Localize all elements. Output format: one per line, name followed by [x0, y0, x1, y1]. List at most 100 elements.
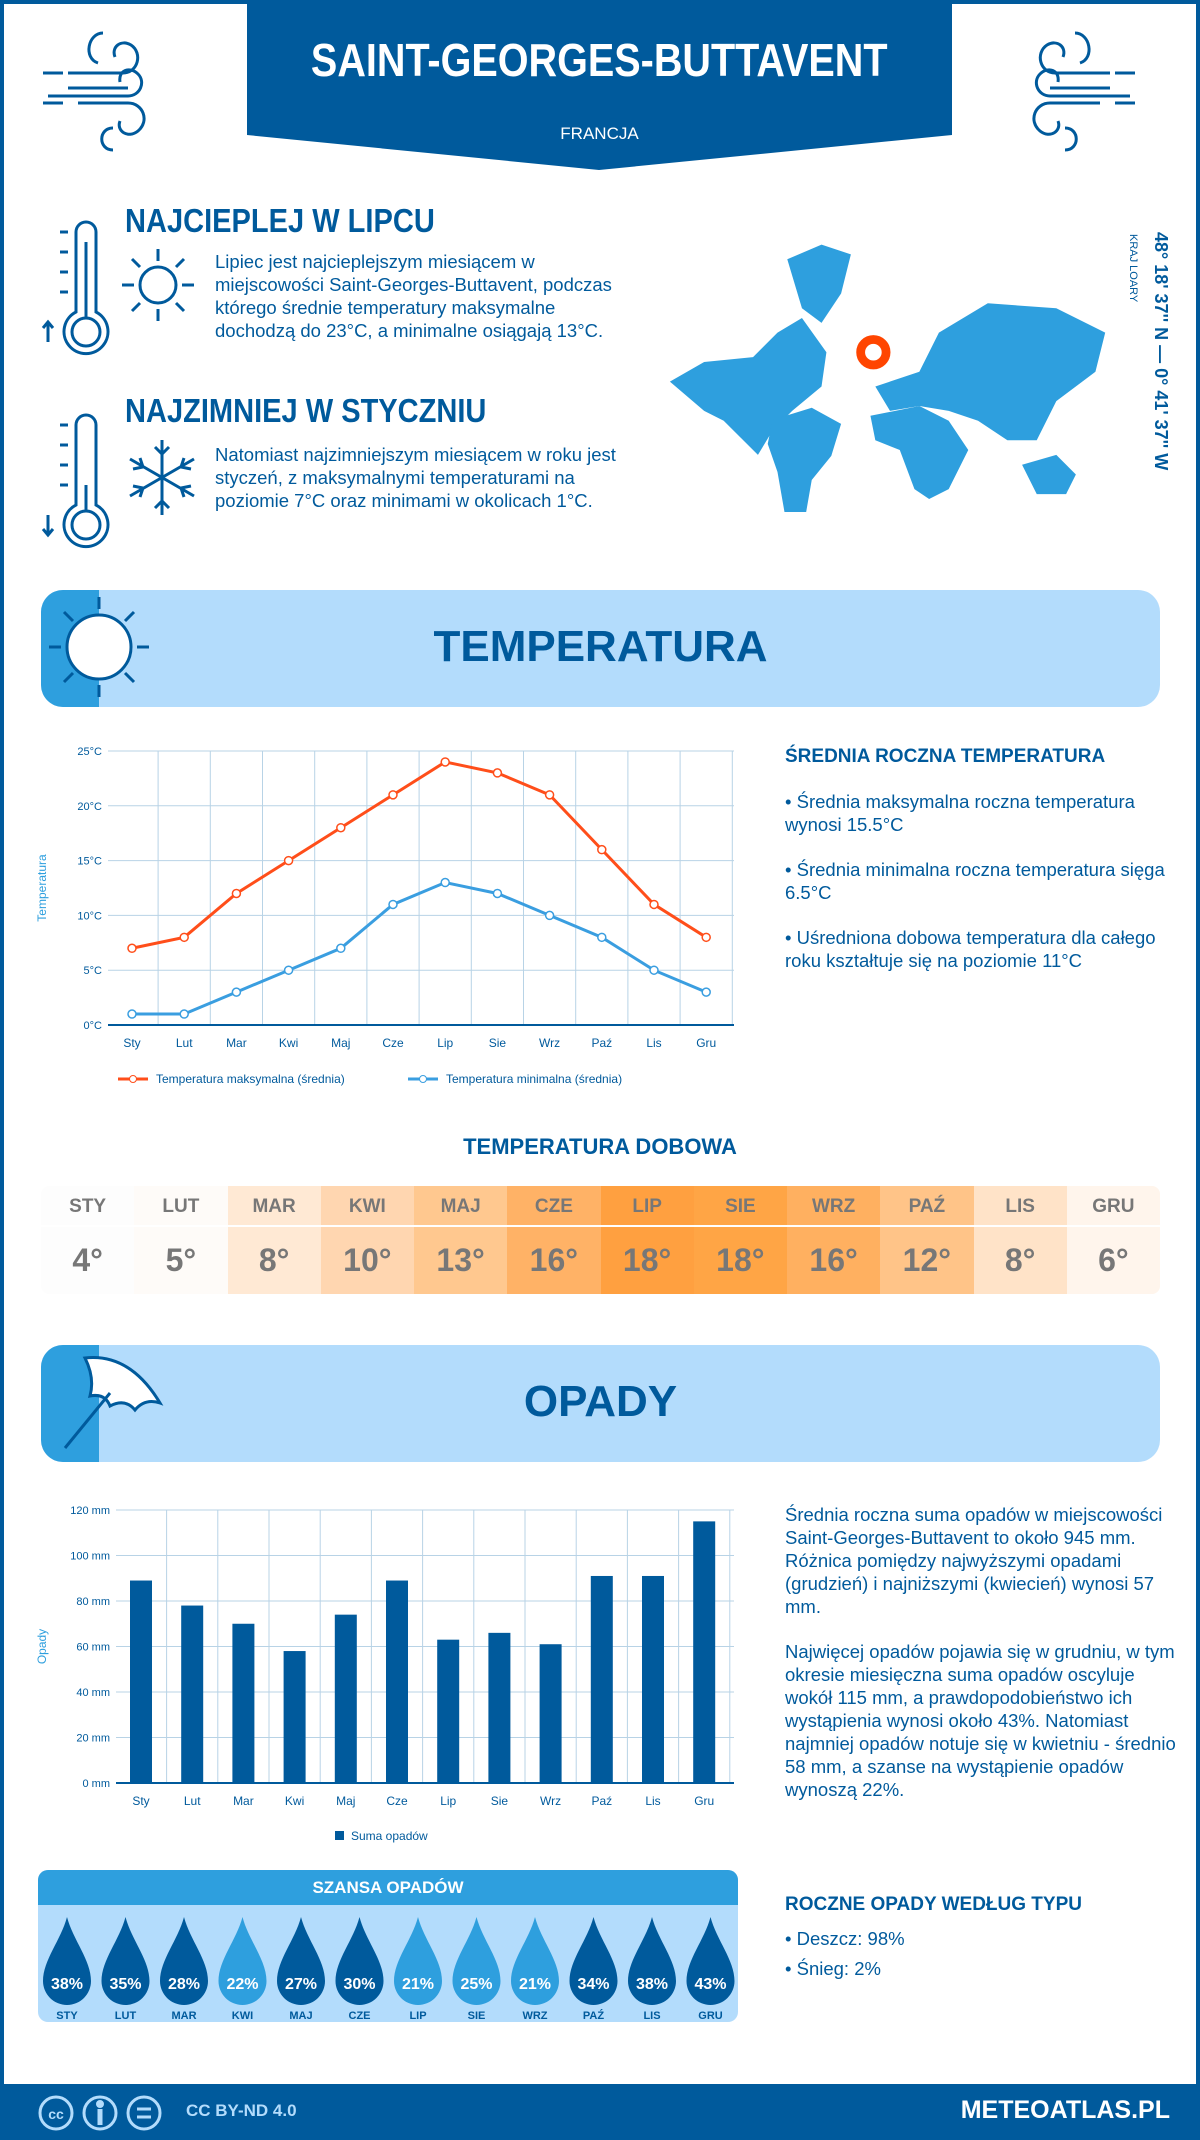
location-marker [856, 335, 891, 370]
precip-type-snow: • Śnieg: 2% [785, 1958, 881, 1979]
wind-icon [1032, 31, 1135, 152]
temperature-title: TEMPERATURA [433, 622, 768, 671]
coordinates: 48° 18' 37'' N — 0° 41' 37'' W [1151, 232, 1171, 471]
license-label: CC BY-ND 4.0 [186, 2101, 297, 2120]
y-tick-label: 10°C [77, 910, 102, 922]
temp-summary-item: • Średnia maksymalna roczna temperatura … [785, 791, 1135, 835]
temperature-chart: 0°C 5°C 10°C 15°C 20°C 25°C Sty Lut Mar Kwi Maj Cze… [35, 746, 734, 1086]
temp-value: 8° [258, 1242, 290, 1278]
data-point [388, 790, 398, 800]
data-point [179, 932, 189, 943]
x-tick-label: Wrz [540, 1794, 561, 1808]
x-tick-label: Lut [184, 1794, 201, 1808]
x-tick-label: Kwi [285, 1794, 304, 1808]
precip-chance-title: SZANSA OPADÓW [38, 1870, 738, 1905]
x-tick-label: Wrz [539, 1036, 560, 1050]
bar [232, 1623, 255, 1783]
y-tick-label: 20 mm [76, 1733, 110, 1745]
chance-value: 38% [636, 1976, 668, 1993]
month-label: LIP [600, 1186, 694, 1227]
x-tick-label: Paź [591, 1036, 612, 1050]
y-tick-label: 120 mm [70, 1505, 110, 1517]
snowflake-icon [129, 440, 195, 515]
chance-month: MAR [171, 2010, 196, 2022]
daily-temp-cell: LIP 18° [600, 1186, 694, 1294]
x-tick-label: Lut [176, 1036, 193, 1050]
bar [130, 1580, 152, 1783]
bar [642, 1575, 664, 1783]
data-point [492, 888, 503, 899]
legend-label: Temperatura minimalna (średnia) [446, 1072, 622, 1086]
raindrop-icon [101, 1917, 150, 2005]
temp-value: 4° [72, 1242, 103, 1278]
chance-month: LUT [115, 2010, 137, 2022]
daily-temp-cell: MAR 8° [227, 1186, 321, 1294]
temp-summary-item: • Średnia minimalna roczna temperatura s… [785, 859, 1165, 903]
month-label: STY [41, 1186, 135, 1227]
precip-chance-drops: 38% STY 35% LUT 28% MAR 22% KWI 27% MAJ 30% CZE 21% L… [43, 1917, 735, 2022]
bar [590, 1575, 613, 1783]
bar [488, 1632, 511, 1783]
chance-value: 21% [402, 1976, 434, 1993]
month-label: LUT [134, 1186, 228, 1227]
raindrop-icon [452, 1917, 501, 2005]
data-point [492, 768, 503, 778]
x-tick-label: Kwi [279, 1036, 298, 1050]
bar [181, 1605, 204, 1783]
country-label: FRANCJA [560, 124, 639, 143]
data-point [283, 965, 294, 975]
y-tick-label: 40 mm [76, 1687, 110, 1699]
data-point [127, 943, 137, 954]
temp-value: 12° [902, 1242, 952, 1278]
raindrop-icon [218, 1917, 267, 2005]
precip-types: ROCZNE OPADY WEDŁUG TYPU • Deszcz: 98% •… [785, 1893, 1185, 1980]
chance-value: 35% [109, 1976, 141, 1993]
temp-value: 16° [809, 1242, 858, 1278]
daily-temp-cell: SIE 18° [693, 1186, 787, 1294]
y-tick-label: 15°C [77, 856, 102, 868]
precip-summary: Średnia roczna suma opadów w miejscowośc… [785, 1503, 1185, 1801]
month-label: MAJ [414, 1186, 508, 1227]
data-point [231, 987, 242, 997]
chance-value: 38% [51, 1976, 83, 1993]
cc-license-icons: cc [38, 2095, 162, 2131]
month-label: LIS [973, 1186, 1067, 1227]
raindrop-icon [686, 1917, 735, 2005]
x-tick-label: Gru [696, 1036, 716, 1050]
daily-temp-cell: GRU 6° [1066, 1186, 1160, 1294]
brand-link[interactable]: METEOATLAS.PL [960, 2096, 1170, 2124]
data-point [649, 899, 659, 910]
umbrella-rain-icon [63, 1356, 164, 1449]
temp-value: 16° [529, 1242, 579, 1278]
y-tick-label: 20°C [77, 801, 102, 813]
chance-value: 27% [285, 1976, 317, 1993]
daily-temp-cell: STY 4° [41, 1186, 135, 1294]
y-tick-label: 0°C [84, 1020, 103, 1032]
bar [283, 1651, 306, 1783]
continents [669, 244, 1106, 512]
data-point [649, 965, 659, 975]
world-map [669, 244, 1106, 512]
data-point [701, 932, 711, 943]
month-label: PAŹ [880, 1186, 974, 1227]
precip-banner [41, 1345, 1160, 1462]
coldest-title: NAJZIMNIEJ W STYCZNIU [125, 392, 487, 429]
month-label: SIE [693, 1186, 787, 1227]
daily-temp-cell: CZE 16° [507, 1186, 601, 1294]
daily-temp-cell: PAŹ 12° [880, 1186, 974, 1294]
data-point [336, 943, 346, 954]
data-point [701, 987, 711, 997]
data-point [127, 1009, 137, 1019]
chance-month: MAJ [289, 2010, 312, 2022]
daily-temp-title: TEMPERATURA DOBOWA [463, 1134, 737, 1159]
data-point [388, 899, 398, 910]
raindrop-icon [335, 1917, 384, 2005]
legend-marker [419, 1075, 427, 1083]
x-tick-label: Sie [489, 1036, 507, 1050]
y-tick-label: 100 mm [70, 1551, 110, 1563]
y-tick-label: 80 mm [76, 1596, 110, 1608]
warmest-title: NAJCIEPLEJ W LIPCU [125, 202, 435, 239]
chance-value: 30% [343, 1976, 375, 1993]
temp-value: 10° [343, 1242, 392, 1278]
data-point [440, 757, 450, 767]
